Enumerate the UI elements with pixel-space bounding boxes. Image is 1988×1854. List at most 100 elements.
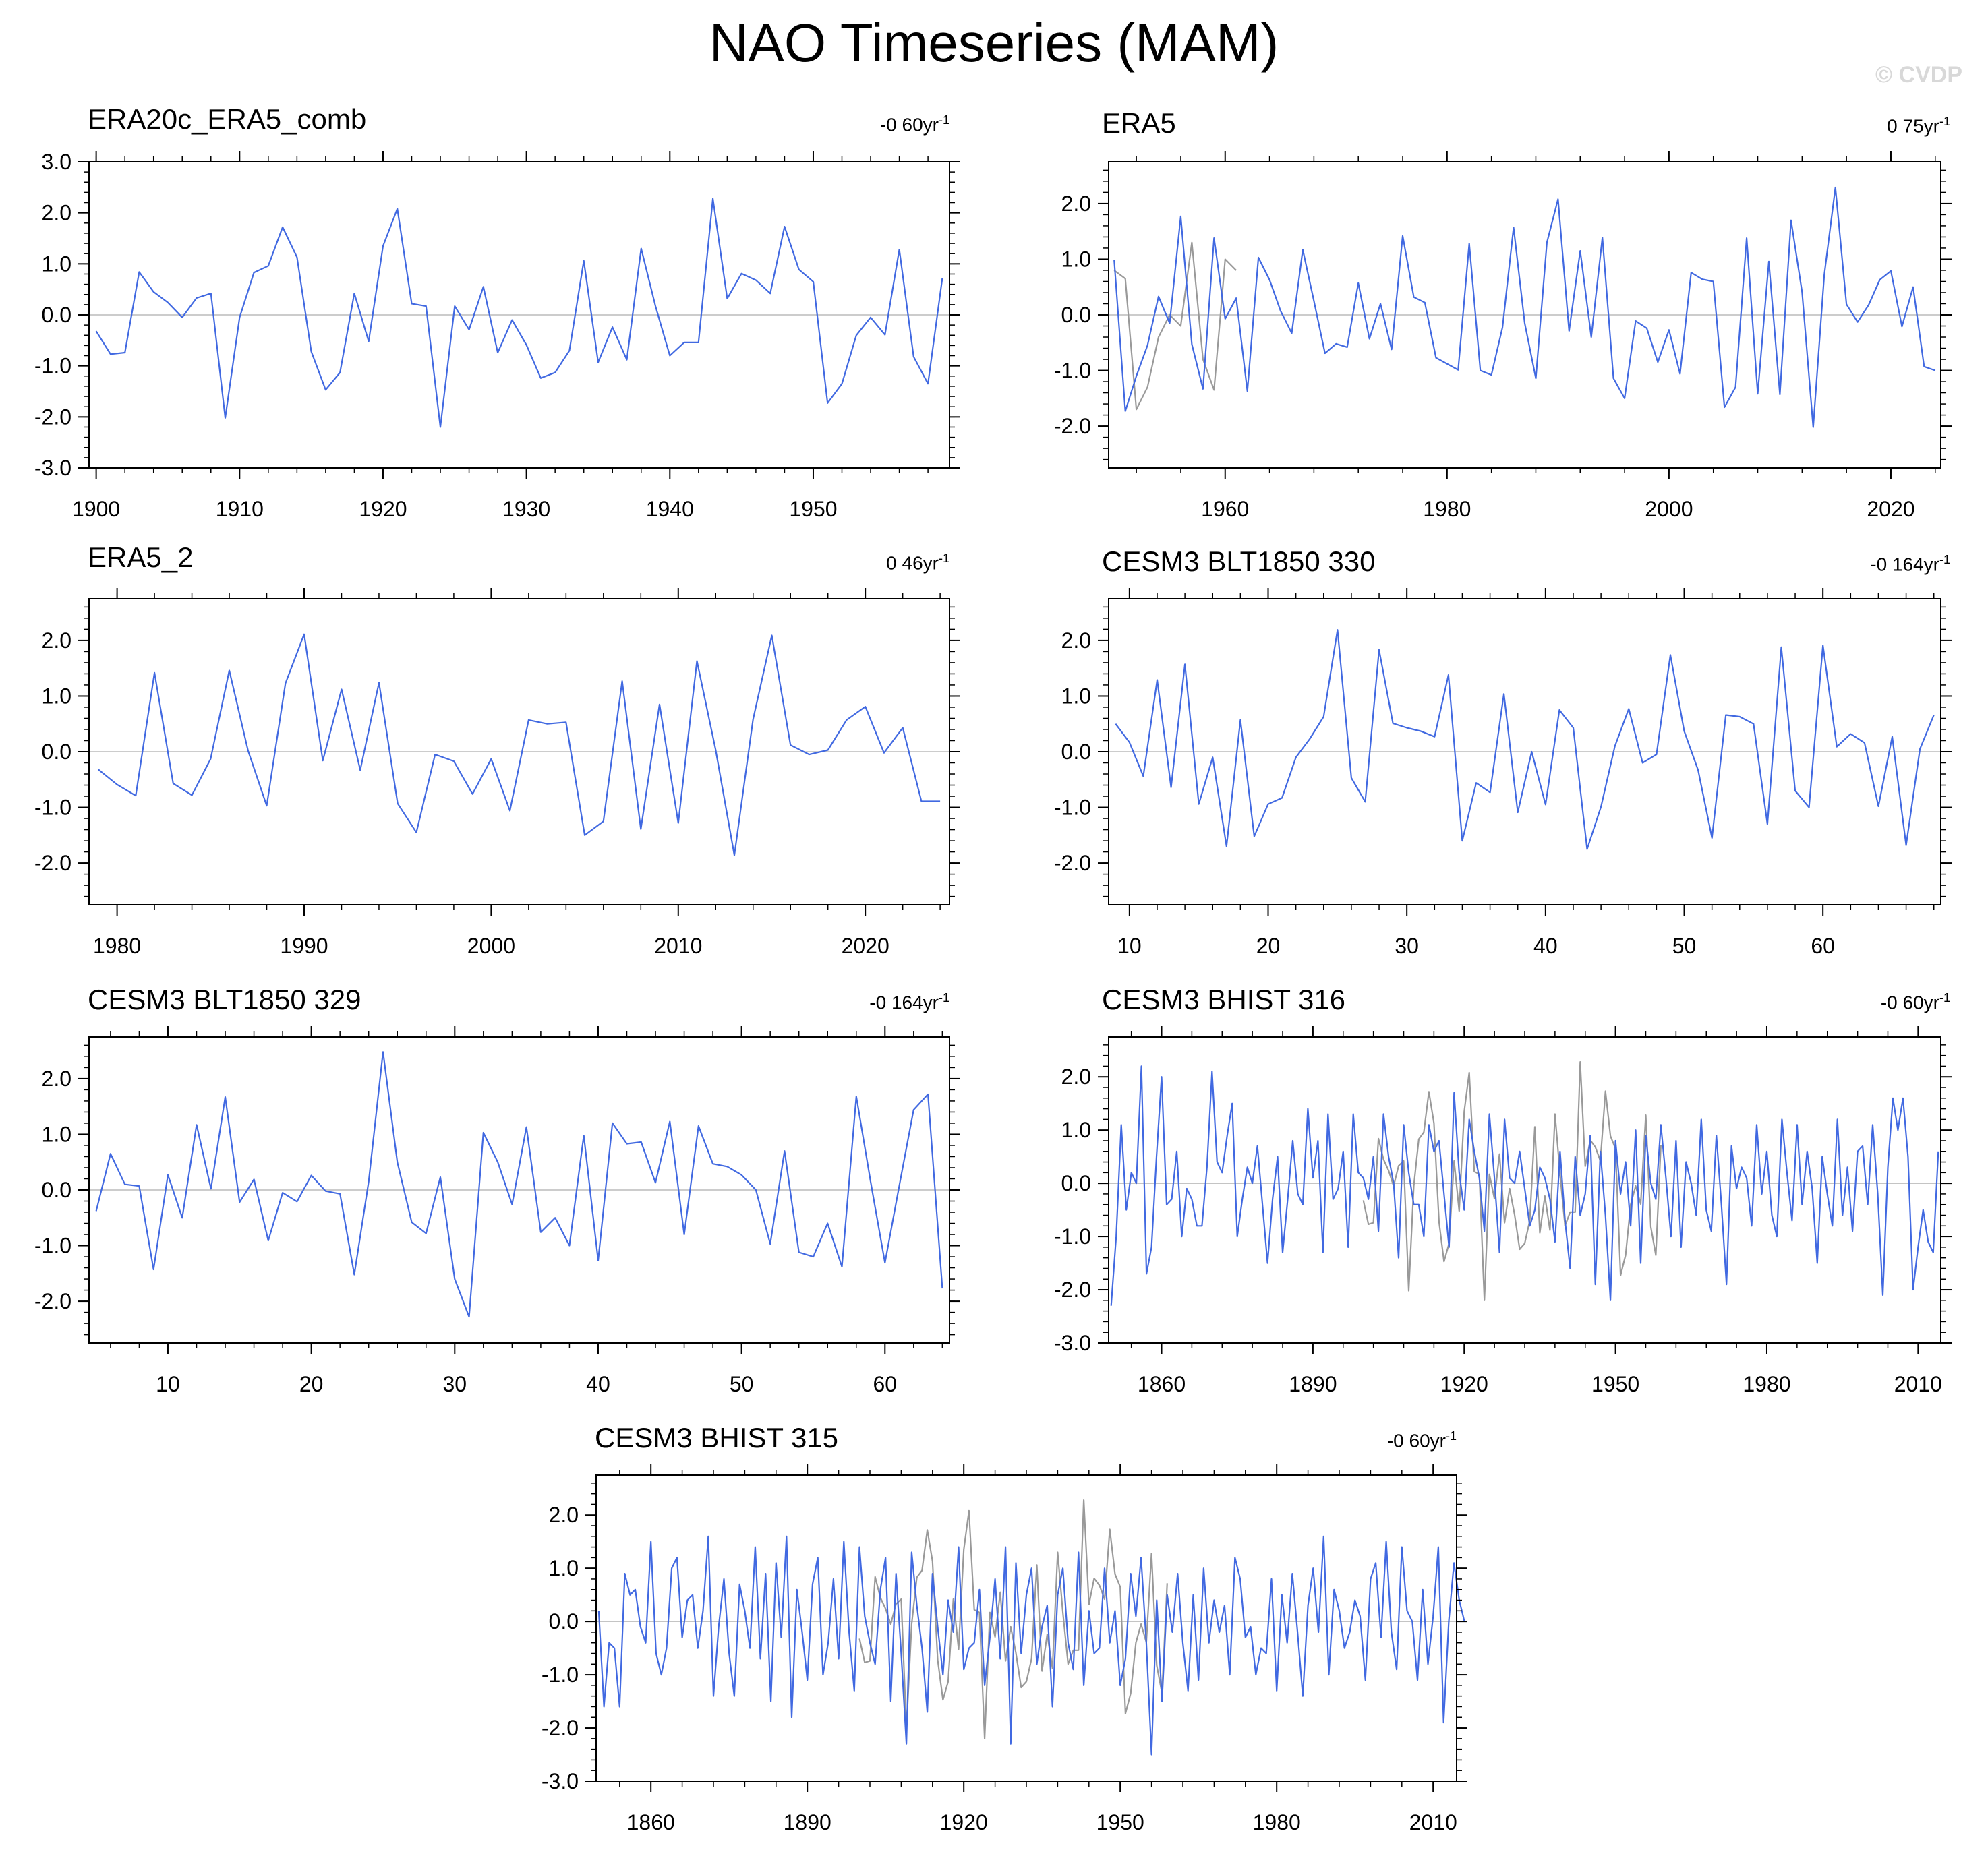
- x-tick-label: 1980: [1253, 1810, 1301, 1834]
- trend-label: 0 46yr-1: [886, 551, 949, 574]
- panel-title: ERA20c_ERA5_comb: [88, 103, 367, 135]
- x-tick-label: 50: [730, 1372, 754, 1396]
- y-tick-label: 0.0: [1061, 740, 1091, 764]
- series-line: [95, 198, 943, 428]
- y-tick-label: 2.0: [42, 201, 71, 225]
- series-line: [597, 1535, 1465, 1756]
- y-tick-label: 1.0: [549, 1556, 579, 1580]
- panel-era5: ERA5 0 75yr-1 -2.0 -1.0 0.0 1.0 2.0 1960 1980 2…: [994, 101, 1988, 533]
- y-tick-label: 0.0: [42, 303, 71, 327]
- y-tick-label: 2.0: [549, 1503, 579, 1527]
- x-tick-label: 1950: [1591, 1372, 1639, 1396]
- y-tick-label: 1.0: [42, 251, 71, 276]
- y-tick-label: -2.0: [34, 405, 71, 429]
- panel-title: ERA5_2: [88, 541, 194, 573]
- y-tick-label: 2.0: [1061, 191, 1091, 216]
- y-tick-label: -1.0: [34, 354, 71, 378]
- y-tick-label: -1.0: [34, 796, 71, 820]
- x-tick-label: 1950: [1097, 1810, 1144, 1834]
- y-tick-label: -3.0: [542, 1769, 579, 1793]
- panel-title: CESM3 BLT1850 330: [1102, 545, 1376, 577]
- series-line: [1115, 629, 1935, 850]
- x-tick-label: 1890: [784, 1810, 831, 1834]
- x-tick-label: 1980: [93, 934, 141, 958]
- y-tick-label: -2.0: [1054, 851, 1091, 875]
- trend-label: -0 164yr-1: [1870, 553, 1950, 575]
- x-tick-label: 1920: [359, 497, 407, 521]
- x-tick-label: 2020: [1867, 497, 1914, 521]
- y-tick-label: 0.0: [549, 1609, 579, 1634]
- panel-title: CESM3 BLT1850 329: [88, 984, 361, 1015]
- y-tick-label: -2.0: [1054, 1278, 1091, 1302]
- obs-series-line: [1113, 241, 1237, 411]
- y-tick-label: 0.0: [42, 1178, 71, 1202]
- x-tick-label: 1890: [1289, 1372, 1337, 1396]
- y-tick-label: 2.0: [1061, 628, 1091, 653]
- chart-svg: -2.0 -1.0 0.0 1.0 2.0 1980 1990 2000 2010 2020: [34, 588, 960, 958]
- y-tick-label: -2.0: [34, 1289, 71, 1313]
- x-tick-label: 2000: [1645, 497, 1693, 521]
- series-line: [95, 1051, 943, 1318]
- trend-label: -0 60yr-1: [1880, 991, 1950, 1013]
- obs-series-line: [858, 1499, 1168, 1739]
- panel-cesm3-blt1850-329: CESM3 BLT1850 329 -0 164yr-1 -2.0 -1.0 0.0…: [0, 978, 994, 1409]
- y-tick-label: 1.0: [1061, 684, 1091, 708]
- x-tick-label: 1980: [1423, 497, 1471, 521]
- x-tick-label: 60: [873, 1372, 898, 1396]
- x-tick-label: 1960: [1201, 497, 1249, 521]
- x-tick-label: 40: [1533, 934, 1558, 958]
- y-tick-label: 2.0: [42, 1067, 71, 1091]
- x-tick-label: 60: [1811, 934, 1835, 958]
- chart-svg: -3.0 -2.0 -1.0 0.0 1.0 2.0 1860 1890 1920 1950 198…: [1054, 1026, 1952, 1396]
- y-tick-label: 1.0: [1061, 247, 1091, 271]
- watermark: © CVDP: [1875, 62, 1962, 88]
- x-tick-label: 1940: [646, 497, 694, 521]
- x-tick-label: 1900: [72, 497, 120, 521]
- trend-label: -0 60yr-1: [1386, 1429, 1457, 1452]
- y-tick-label: 0.0: [1061, 303, 1091, 327]
- x-tick-label: 50: [1672, 934, 1697, 958]
- y-tick-label: 0.0: [42, 740, 71, 764]
- y-tick-label: -3.0: [1054, 1331, 1091, 1355]
- y-tick-label: -1.0: [34, 1234, 71, 1258]
- x-tick-label: 30: [443, 1372, 467, 1396]
- y-tick-label: -2.0: [542, 1716, 579, 1740]
- x-tick-label: 2010: [1894, 1372, 1942, 1396]
- x-tick-label: 2010: [1409, 1810, 1457, 1834]
- x-tick-label: 10: [156, 1372, 180, 1396]
- x-tick-label: 2000: [467, 934, 515, 958]
- panel-cesm3-blt1850-330: CESM3 BLT1850 330 -0 164yr-1 -2.0 -1.0 0.0…: [994, 539, 1988, 971]
- x-tick-label: 40: [586, 1372, 610, 1396]
- y-tick-label: 0.0: [1061, 1171, 1091, 1195]
- series-line: [98, 633, 941, 856]
- x-tick-label: 1950: [789, 497, 837, 521]
- x-tick-label: 2010: [654, 934, 702, 958]
- chart-svg: -2.0 -1.0 0.0 1.0 2.0 10 20 30 40 50 60: [1054, 588, 1952, 958]
- x-tick-label: 1910: [216, 497, 264, 521]
- series-line: [1113, 186, 1936, 428]
- chart-svg: -3.0 -2.0 -1.0 0.0 1.0 2.0 3.0 1900 1910 1920 1930…: [34, 150, 960, 521]
- x-tick-label: 1990: [280, 934, 328, 958]
- y-tick-label: -3.0: [34, 456, 71, 480]
- panel-era5-2: ERA5_2 0 46yr-1 -2.0 -1.0 0.0 1.0 2.0 1980 199…: [0, 539, 994, 971]
- panel-era20c-era5-comb: ERA20c_ERA5_comb -0 60yr-1 -3.0 -2.0 -1.0 0…: [0, 101, 994, 533]
- series-line: [1110, 1065, 1939, 1306]
- panel-title: ERA5: [1102, 107, 1176, 139]
- x-tick-label: 10: [1117, 934, 1142, 958]
- x-tick-label: 1860: [1138, 1372, 1186, 1396]
- y-tick-label: 2.0: [1061, 1065, 1091, 1089]
- trend-label: -0 60yr-1: [879, 113, 949, 136]
- y-tick-label: 1.0: [1061, 1118, 1091, 1142]
- x-tick-label: 20: [299, 1372, 324, 1396]
- panel-title: CESM3 BHIST 316: [1102, 984, 1346, 1015]
- y-tick-label: 2.0: [42, 628, 71, 653]
- x-tick-label: 1920: [940, 1810, 988, 1834]
- y-tick-label: -2.0: [34, 851, 71, 875]
- x-tick-label: 1980: [1743, 1372, 1790, 1396]
- chart-svg: -2.0 -1.0 0.0 1.0 2.0 10 20 30 40 50 60: [34, 1026, 960, 1396]
- trend-label: 0 75yr-1: [1887, 115, 1950, 137]
- x-tick-label: 1920: [1440, 1372, 1488, 1396]
- trend-label: -0 164yr-1: [869, 991, 949, 1013]
- x-tick-label: 30: [1395, 934, 1419, 958]
- x-tick-label: 2020: [842, 934, 889, 958]
